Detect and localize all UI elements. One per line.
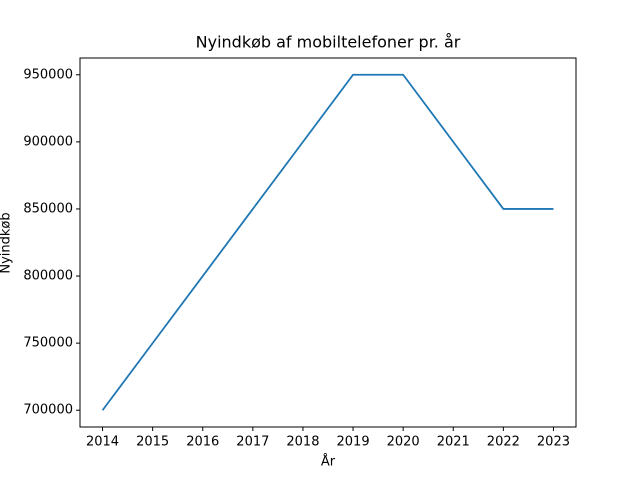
x-tick-label: 2019	[337, 435, 370, 450]
y-tick-label: 800000	[23, 269, 73, 284]
x-tick-label: 2016	[186, 435, 219, 450]
x-tick-label: 2022	[487, 435, 520, 450]
x-tick-label: 2021	[437, 435, 470, 450]
y-tick-label: 850000	[23, 201, 73, 216]
x-axis-label: År	[321, 454, 336, 470]
x-tick-label: 2020	[387, 435, 420, 450]
y-tick-label: 900000	[23, 134, 73, 149]
x-tick-label: 2018	[286, 435, 319, 450]
chart-title: Nyindkøb af mobiltelefoner pr. år	[196, 33, 461, 52]
y-tick-label: 950000	[23, 67, 73, 82]
x-tick-label: 2014	[86, 435, 119, 450]
x-tick-label: 2017	[236, 435, 269, 450]
line	[101, 73, 554, 411]
y-tick-label: 700000	[23, 403, 73, 418]
x-tick-label: 2015	[136, 435, 169, 450]
y-tick-label: 750000	[23, 336, 73, 351]
plot-frame	[79, 57, 577, 428]
y-axis-label: Nyindkøb	[0, 212, 14, 273]
x-tick-label: 2023	[537, 435, 570, 450]
